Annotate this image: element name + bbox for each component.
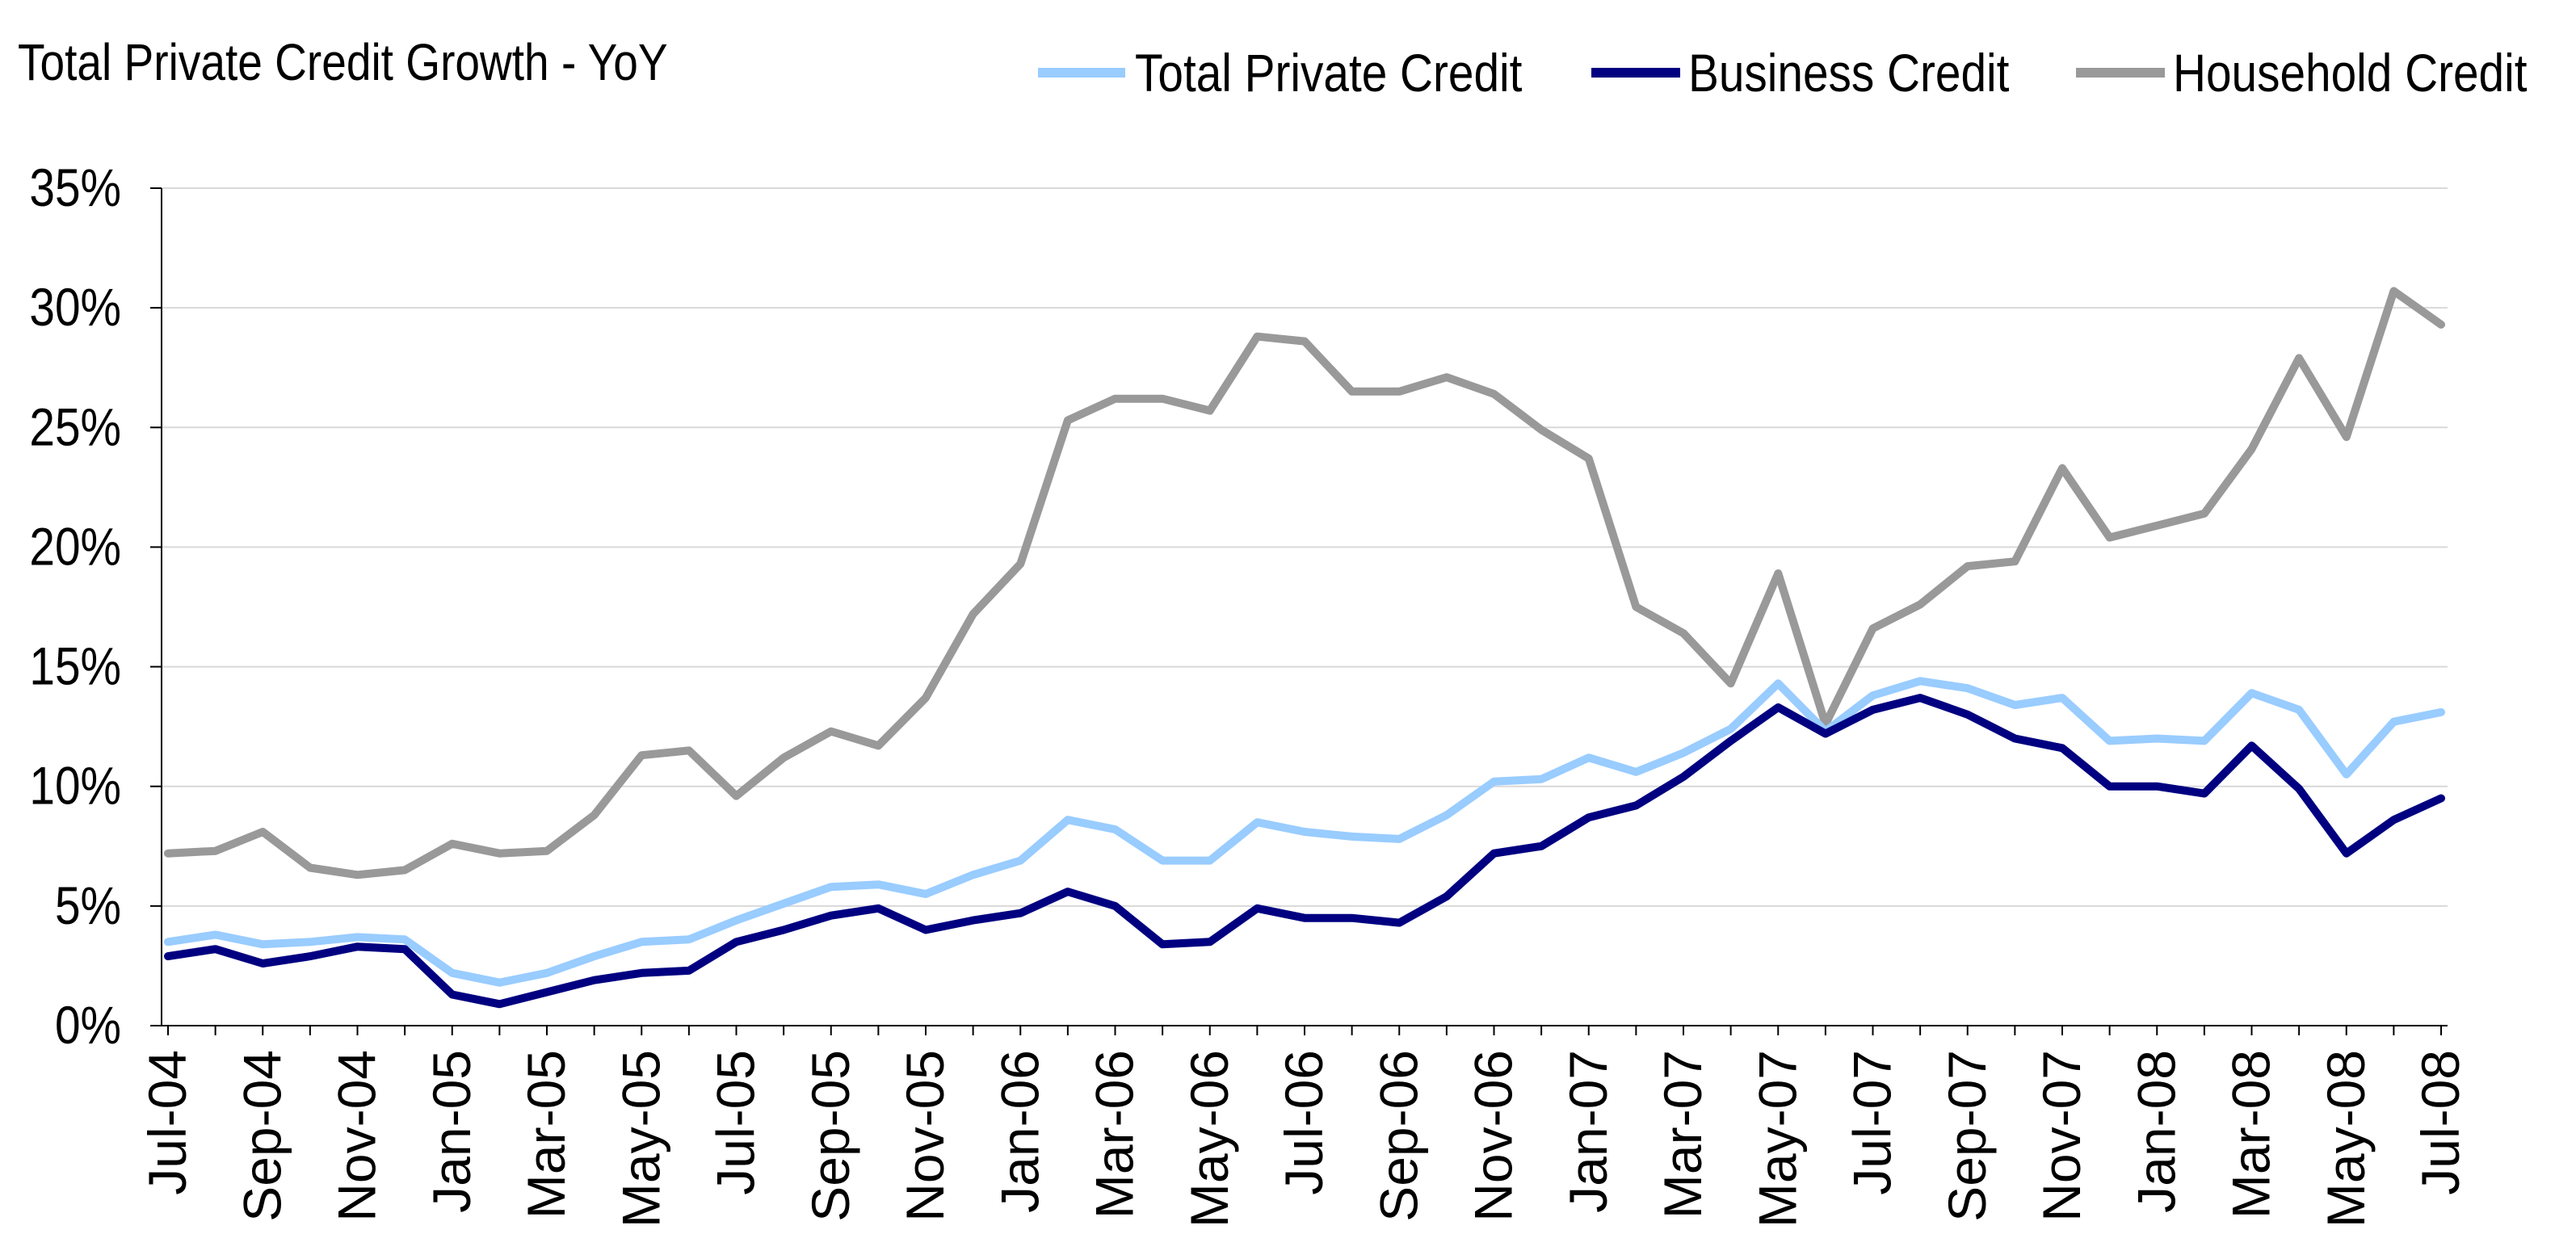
x-tick-label: Jan-07 (1558, 1050, 1618, 1213)
axes (150, 187, 2448, 1035)
series-line-household-credit (164, 287, 2445, 879)
series-line-total-private-credit (164, 677, 2445, 987)
x-tick-label: Mar-08 (2221, 1050, 2281, 1219)
gridlines (162, 187, 2448, 907)
x-tick-label: Jan-08 (2126, 1050, 2186, 1213)
y-tick-label: 5% (55, 876, 121, 936)
x-tick-label: Jan-05 (422, 1050, 481, 1213)
y-tick-label: 30% (29, 278, 121, 338)
x-tick-label: May-08 (2316, 1050, 2376, 1228)
x-tick-label: Sep-05 (801, 1050, 860, 1222)
y-tick-label: 0% (55, 996, 121, 1056)
x-tick-label: Jul-04 (137, 1050, 197, 1195)
x-tick-label: May-07 (1747, 1050, 1807, 1228)
series-line-business-credit (164, 694, 2445, 1009)
x-tick-label: Jul-05 (706, 1050, 766, 1195)
x-tick-label: Mar-05 (516, 1050, 576, 1219)
x-tick-label: Jul-07 (1843, 1050, 1902, 1195)
y-tick-label: 10% (29, 757, 121, 816)
legend-label-business-credit: Business Credit (1688, 44, 2009, 103)
legend: Total Private Credit Business Credit House… (1038, 44, 2528, 103)
y-tick-label: 35% (29, 158, 121, 218)
x-tick-label: Nov-07 (2032, 1050, 2091, 1222)
y-tick-label: 15% (29, 637, 121, 697)
x-tick-label: Sep-04 (232, 1050, 292, 1222)
chart-title: Total Private Credit Growth - YoY (18, 33, 668, 91)
x-tick-labels: Jul-04 Sep-04 Nov-04 Jan-05 Mar-05 May-05 Jul-… (137, 1050, 2470, 1228)
x-tick-label: Mar-07 (1653, 1050, 1712, 1219)
x-tick-label: Jul-06 (1274, 1050, 1334, 1195)
x-tick-label: Jan-06 (990, 1050, 1049, 1213)
x-tick-label: Sep-06 (1368, 1050, 1428, 1222)
series-lines (164, 287, 2445, 1009)
x-tick-label: Sep-07 (1937, 1050, 1997, 1222)
x-tick-label: Nov-06 (1464, 1050, 1523, 1222)
x-tick-label: Jul-08 (2410, 1050, 2470, 1195)
x-tick-label: Mar-06 (1085, 1050, 1145, 1219)
legend-label-total-private-credit: Total Private Credit (1135, 44, 1522, 103)
x-tick-label: Nov-05 (895, 1050, 955, 1222)
y-tick-labels: 0% 5% 10% 15% 20% 25% 30% 35% (29, 158, 121, 1056)
legend-label-household-credit: Household Credit (2173, 44, 2528, 103)
y-tick-label: 25% (29, 397, 121, 457)
x-tick-label: May-05 (611, 1050, 670, 1228)
x-tick-label: Nov-04 (327, 1050, 387, 1222)
x-tick-label: May-06 (1179, 1050, 1239, 1228)
y-tick-label: 20% (29, 517, 121, 577)
